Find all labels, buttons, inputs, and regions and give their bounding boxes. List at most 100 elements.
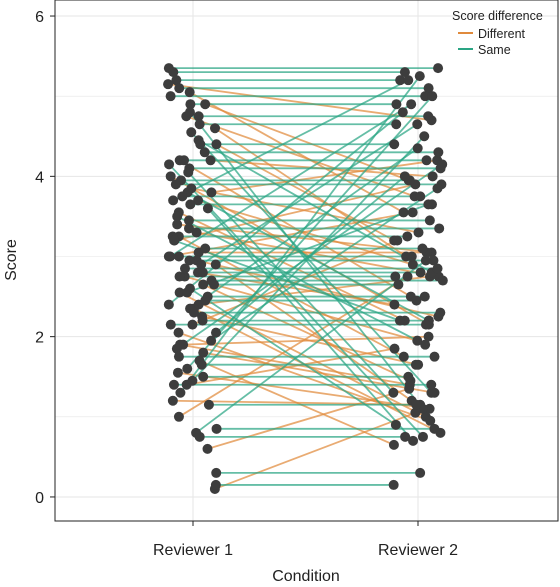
- data-point: [172, 211, 183, 222]
- y-tick-label: 0: [35, 490, 44, 507]
- data-point: [392, 235, 403, 246]
- data-point: [419, 291, 430, 302]
- series-line-different: [207, 387, 410, 450]
- data-point: [210, 327, 221, 338]
- data-point: [195, 139, 206, 150]
- data-point: [402, 231, 413, 242]
- data-point: [174, 83, 185, 94]
- data-point: [179, 263, 190, 274]
- series-line-same: [200, 123, 418, 266]
- data-point: [389, 343, 400, 354]
- data-point: [390, 419, 401, 430]
- series-line-different: [174, 183, 416, 242]
- series-line-different: [185, 115, 415, 198]
- data-point: [165, 319, 176, 330]
- data-point: [412, 335, 423, 346]
- series-line-same: [179, 75, 421, 394]
- data-point: [423, 111, 434, 122]
- data-point: [433, 147, 444, 158]
- data-point: [403, 75, 414, 86]
- data-point: [163, 299, 174, 310]
- legend-label-different: Different: [478, 27, 526, 41]
- data-point: [183, 215, 194, 226]
- data-point: [165, 91, 176, 102]
- data-point: [209, 279, 220, 290]
- data-point: [417, 243, 428, 254]
- x-tick-label: Reviewer 2: [378, 542, 458, 559]
- data-point: [193, 111, 204, 122]
- data-point: [211, 467, 222, 478]
- data-point: [411, 399, 422, 410]
- data-point: [432, 263, 443, 274]
- data-point: [437, 275, 448, 286]
- y-tick-label: 2: [35, 330, 44, 347]
- data-point: [187, 375, 198, 386]
- data-point: [398, 207, 409, 218]
- series-line-same: [198, 139, 433, 274]
- data-point: [191, 227, 202, 238]
- data-point: [184, 223, 195, 234]
- data-point: [170, 179, 181, 190]
- data-point: [172, 219, 183, 230]
- data-point: [202, 203, 213, 214]
- legend: Score difference Different Same: [452, 9, 543, 57]
- data-point: [404, 383, 415, 394]
- data-point: [429, 423, 440, 434]
- series-line-different: [186, 347, 395, 386]
- data-point: [420, 255, 431, 266]
- data-point: [407, 207, 418, 218]
- data-point: [423, 331, 434, 342]
- data-point: [206, 335, 217, 346]
- data-point: [184, 255, 195, 266]
- series-line-same: [191, 135, 425, 382]
- data-point: [172, 367, 183, 378]
- series-line-same: [215, 175, 406, 334]
- data-point: [165, 171, 176, 182]
- data-point: [168, 67, 179, 78]
- data-point: [211, 139, 222, 150]
- data-point: [185, 99, 196, 110]
- data-point: [435, 307, 446, 318]
- data-point: [171, 343, 182, 354]
- data-point: [210, 479, 221, 490]
- data-point: [198, 347, 209, 358]
- legend-label-same: Same: [478, 43, 511, 57]
- series-line-different: [184, 275, 418, 342]
- data-point: [426, 379, 437, 390]
- data-point: [197, 315, 208, 326]
- series-line-different: [214, 411, 416, 490]
- series-line-same: [186, 95, 433, 370]
- data-point: [400, 431, 411, 442]
- data-point: [211, 423, 222, 434]
- data-point: [210, 123, 221, 134]
- data-point: [173, 251, 184, 262]
- series-line-same: [186, 203, 429, 294]
- data-point: [174, 287, 185, 298]
- data-point: [390, 271, 401, 282]
- data-point: [412, 143, 423, 154]
- data-point: [412, 119, 423, 130]
- data-point: [164, 159, 175, 170]
- data-point: [408, 435, 419, 446]
- series-line-different: [214, 127, 407, 258]
- data-point: [187, 319, 198, 330]
- data-point: [183, 167, 194, 178]
- data-point: [414, 71, 425, 82]
- data-point: [421, 155, 432, 166]
- data-point: [427, 91, 438, 102]
- data-point: [184, 107, 195, 118]
- data-point: [173, 351, 184, 362]
- data-point: [169, 235, 180, 246]
- data-point: [437, 159, 448, 170]
- data-point: [406, 99, 417, 110]
- data-point: [168, 195, 179, 206]
- data-point: [397, 107, 408, 118]
- legend-title: Score difference: [452, 9, 543, 23]
- x-tick-label: Reviewer 1: [153, 542, 233, 559]
- data-point: [411, 295, 422, 306]
- data-point: [424, 403, 435, 414]
- data-point: [415, 267, 426, 278]
- data-point: [198, 371, 209, 382]
- y-tick-label: 6: [35, 9, 44, 26]
- data-point: [179, 155, 190, 166]
